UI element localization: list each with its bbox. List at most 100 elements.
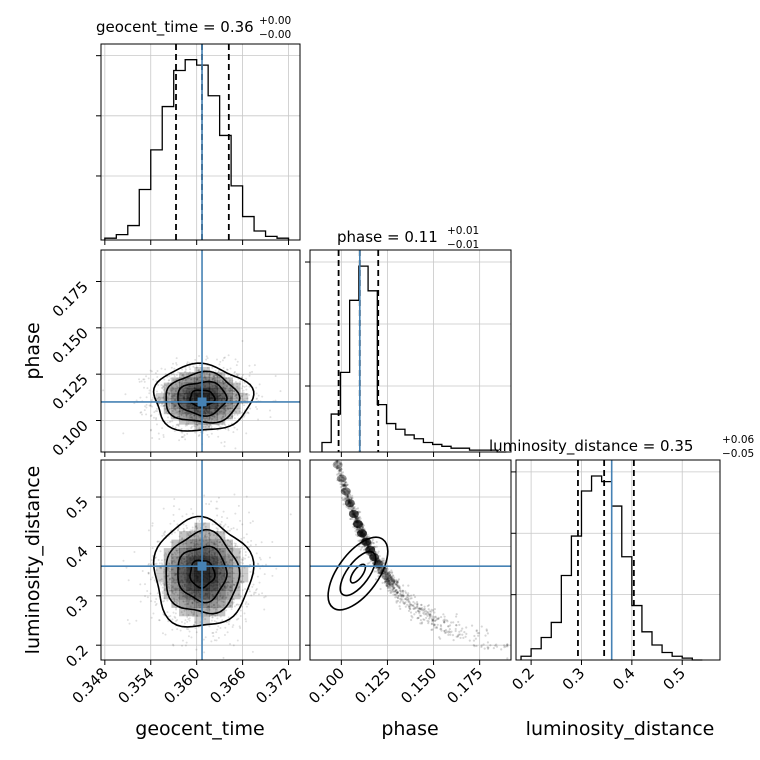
sample-point [235,396,238,399]
sample-point [183,434,186,437]
sample-point [506,657,509,660]
sample-point [191,539,194,542]
sample-point [452,639,455,642]
sample-point [349,517,352,521]
sample-point [391,583,394,586]
sample-point [225,621,228,624]
sample-point [175,572,178,575]
sample-point [163,575,166,578]
sample-point [268,556,271,559]
sample-point [347,493,350,496]
sample-point [344,482,347,485]
sample-point [226,580,229,583]
sample-point [393,590,397,593]
sample-point [387,579,391,582]
sample-point [175,578,178,581]
sample-point [410,594,413,597]
sample-point [440,627,443,630]
sample-point [341,499,344,502]
sample-point [342,477,345,481]
sample-point [184,553,187,556]
sample-point [455,624,458,627]
sample-point [232,527,235,530]
sample-point [347,497,351,500]
sample-point [206,605,209,608]
sample-point [397,584,400,587]
density-cell [232,382,241,389]
sample-point [434,626,437,629]
density-cell [224,398,233,404]
sample-point [245,432,248,435]
sample-point [211,366,214,369]
sample-point [229,398,232,401]
sample-point [343,483,346,486]
sample-point [163,583,166,586]
sample-point [145,406,148,409]
sample-point [188,546,191,549]
sample-point [258,383,261,386]
sample-point [411,616,414,619]
sample-point [338,468,341,471]
sample-point [169,577,172,580]
sample-point [170,568,173,571]
sample-point [398,605,401,608]
sample-point [216,423,219,426]
sample-point [226,368,229,371]
sample-point [485,628,488,631]
sample-point [140,411,143,414]
density-cell [171,573,180,583]
sample-point [468,639,471,642]
sample-point [222,382,225,385]
sample-point [396,596,400,599]
sample-point [170,561,173,564]
sample-point [226,517,229,520]
sample-point [399,593,402,596]
sample-point [207,435,210,438]
sample-point [257,394,260,397]
sample-point [230,415,233,418]
sample-point [399,601,402,604]
sample-point [340,468,343,471]
sample-point [198,539,201,542]
density-cell [186,387,195,394]
sample-point [269,416,272,419]
sample-point [208,374,211,377]
density-cell [171,408,180,415]
density-cell [171,590,180,600]
sample-point [197,374,200,377]
sample-point [427,608,430,611]
sample-point [354,517,357,521]
sample-point [155,416,158,419]
sample-point [186,616,189,619]
sample-point [445,619,448,622]
sample-point [384,576,387,579]
sample-point [193,380,196,383]
ylabel-luminosity-distance: luminosity_distance [22,466,44,655]
sample-point [344,480,348,484]
sample-point [178,410,181,413]
sample-point [246,541,249,544]
sample-point [410,614,413,618]
sample-point [219,594,222,597]
sample-point [355,533,358,536]
sample-point [163,393,166,396]
sample-point [126,619,129,622]
sample-point [216,375,219,378]
sample-point [185,414,188,417]
sample-point [473,645,476,648]
sample-point [406,603,409,606]
sample-point [407,598,410,601]
sample-point [393,586,396,589]
sample-point [264,595,267,598]
sample-point [332,439,334,441]
sample-point [237,617,240,620]
sample-point [172,597,175,600]
sample-point [339,474,342,477]
sample-point [151,547,154,550]
density-cell [156,398,165,404]
sample-point [351,517,354,520]
sample-point [361,526,364,529]
sample-point [355,517,358,520]
sample-point [143,380,146,383]
sample-point [174,591,177,594]
